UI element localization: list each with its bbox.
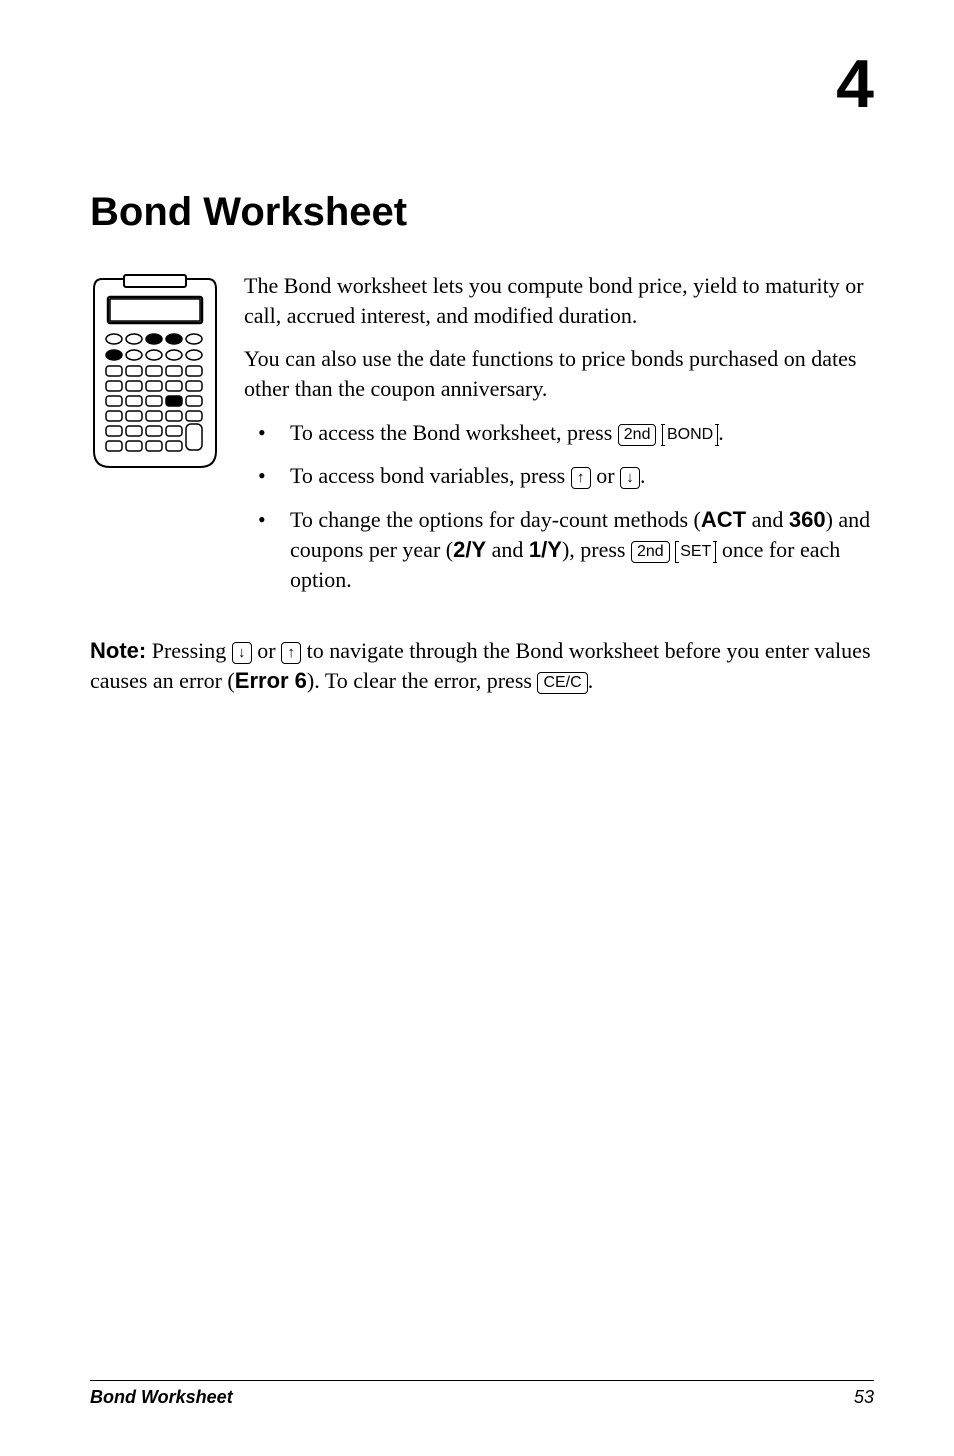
key-cec: CE/C [537,672,587,694]
key-up: ↑ [571,467,591,489]
bullet-1: To access the Bond worksheet, press 2nd … [244,418,874,448]
key-2nd-b3: 2nd [631,541,670,563]
page-footer: Bond Worksheet 53 [90,1380,874,1408]
bullet-3: To change the options for day-count meth… [244,505,874,594]
intro-paragraph-1: The Bond worksheet lets you compute bond… [244,271,874,330]
intro-paragraph-2: You can also use the date functions to p… [244,344,874,403]
footer-section-title: Bond Worksheet [90,1387,233,1408]
intro-block: The Bond worksheet lets you compute bond… [90,271,874,608]
bullet-2: To access bond variables, press ↑ or ↓. [244,461,874,491]
page-title: Bond Worksheet [90,190,874,235]
calculator-icon [90,271,220,471]
key-down: ↓ [620,467,640,489]
key-set: SET [675,542,716,562]
footer-page-number: 53 [854,1387,874,1408]
key-2nd: 2nd [618,424,657,446]
key-bond: BOND [662,425,718,445]
key-up-note: ↑ [281,642,301,664]
key-down-note: ↓ [232,642,252,664]
chapter-number: 4 [836,50,874,118]
bullet-list: To access the Bond worksheet, press 2nd … [244,418,874,594]
note-paragraph: Note: Pressing ↓ or ↑ to navigate throug… [90,636,874,695]
